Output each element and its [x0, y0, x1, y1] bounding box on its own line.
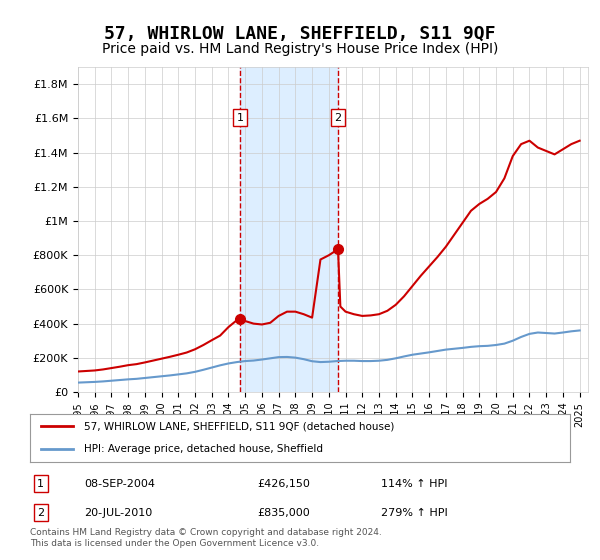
Text: 279% ↑ HPI: 279% ↑ HPI [381, 508, 448, 517]
Text: HPI: Average price, detached house, Sheffield: HPI: Average price, detached house, Shef… [84, 444, 323, 454]
Text: Price paid vs. HM Land Registry's House Price Index (HPI): Price paid vs. HM Land Registry's House … [102, 42, 498, 56]
Text: 2: 2 [37, 508, 44, 517]
Text: 2: 2 [334, 113, 341, 123]
Text: 57, WHIRLOW LANE, SHEFFIELD, S11 9QF (detached house): 57, WHIRLOW LANE, SHEFFIELD, S11 9QF (de… [84, 421, 394, 431]
Text: 114% ↑ HPI: 114% ↑ HPI [381, 479, 448, 489]
Text: 20-JUL-2010: 20-JUL-2010 [84, 508, 152, 517]
Text: Contains HM Land Registry data © Crown copyright and database right 2024.
This d: Contains HM Land Registry data © Crown c… [30, 528, 382, 548]
Text: £835,000: £835,000 [257, 508, 310, 517]
Text: £426,150: £426,150 [257, 479, 310, 489]
Text: 1: 1 [37, 479, 44, 489]
Text: 1: 1 [236, 113, 244, 123]
Text: 57, WHIRLOW LANE, SHEFFIELD, S11 9QF: 57, WHIRLOW LANE, SHEFFIELD, S11 9QF [104, 25, 496, 43]
Bar [240, 67, 338, 392]
Text: 08-SEP-2004: 08-SEP-2004 [84, 479, 155, 489]
